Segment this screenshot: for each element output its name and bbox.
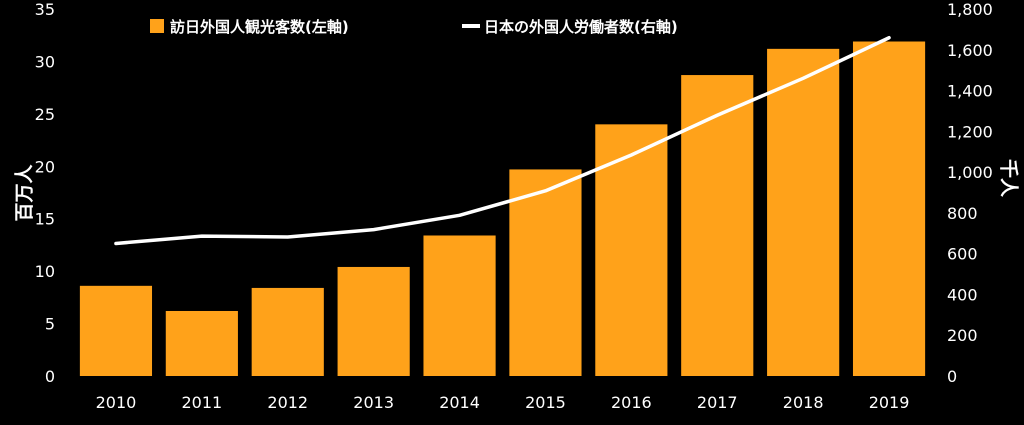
left-y-axis-ticks: 0 5 10 15 20 25 30 35 — [35, 0, 55, 386]
x-tick-label: 2016 — [611, 393, 652, 412]
line-point-2016 — [630, 154, 632, 156]
line-point-2013 — [373, 229, 375, 231]
right-y-tick-label: 800 — [947, 204, 978, 223]
right-y-tick-label: 1,200 — [947, 122, 993, 141]
line-point-2011 — [201, 235, 203, 237]
x-axis-ticks: 2010 2011 2012 2013 2014 2015 2016 2017 2018 2019 — [96, 393, 910, 412]
left-y-tick-label: 30 — [35, 52, 55, 71]
right-y-tick-label: 400 — [947, 285, 978, 304]
bar-2015 — [509, 169, 582, 376]
right-y-tick-label: 1,600 — [947, 41, 993, 60]
line-point-2014 — [459, 214, 461, 216]
x-tick-label: 2018 — [783, 393, 824, 412]
right-y-tick-label: 600 — [947, 245, 978, 264]
left-y-tick-label: 20 — [35, 157, 55, 176]
line-point-2018 — [802, 77, 804, 79]
bar-2013 — [337, 266, 410, 376]
line-point-2019 — [888, 37, 890, 39]
bar-2017 — [681, 75, 754, 376]
x-tick-label: 2019 — [869, 393, 910, 412]
x-tick-label: 2010 — [96, 393, 137, 412]
x-tick-label: 2012 — [267, 393, 308, 412]
legend-line-label: 日本の外国人労働者数(右軸) — [484, 18, 678, 36]
line-point-2015 — [544, 190, 546, 192]
right-y-axis-title: 千人 — [998, 159, 1020, 198]
line-point-2012 — [287, 236, 289, 238]
right-y-tick-label: 0 — [947, 367, 957, 386]
left-y-tick-label: 35 — [35, 0, 55, 19]
left-y-tick-label: 0 — [45, 367, 55, 386]
right-y-tick-label: 1,400 — [947, 82, 993, 101]
left-y-tick-label: 25 — [35, 105, 55, 124]
x-tick-label: 2014 — [439, 393, 480, 412]
left-y-tick-label: 5 — [45, 315, 55, 334]
left-y-axis-title: 百万人 — [14, 164, 36, 222]
bar-2010 — [79, 285, 153, 376]
legend: 訪日外国人観光客数(左軸) 日本の外国人労働者数(右軸) — [150, 18, 678, 36]
bar-2012 — [251, 287, 324, 376]
x-tick-label: 2015 — [525, 393, 566, 412]
line-point-2017 — [716, 114, 718, 116]
left-y-tick-label: 15 — [35, 210, 55, 229]
legend-bar-swatch — [150, 19, 164, 33]
x-tick-label: 2013 — [353, 393, 394, 412]
right-y-tick-label: 200 — [947, 326, 978, 345]
legend-bar-label: 訪日外国人観光客数(左軸) — [170, 18, 349, 36]
bar-2014 — [423, 235, 496, 376]
x-tick-label: 2011 — [181, 393, 222, 412]
bar-series — [79, 41, 926, 377]
line-series — [114, 35, 891, 246]
bar-2018 — [767, 48, 840, 377]
bar-2016 — [595, 124, 668, 376]
bar-2019 — [852, 41, 926, 377]
line-point-2010 — [115, 242, 117, 244]
left-y-tick-label: 10 — [35, 262, 55, 281]
right-y-tick-label: 1,000 — [947, 163, 993, 182]
workers-line — [114, 35, 891, 246]
x-tick-label: 2017 — [697, 393, 738, 412]
right-y-tick-label: 1,800 — [947, 0, 993, 19]
bar-2011 — [165, 310, 238, 376]
right-y-axis-ticks: 0 200 400 600 800 1,000 1,200 1,400 1,600 1,800 — [947, 0, 993, 386]
